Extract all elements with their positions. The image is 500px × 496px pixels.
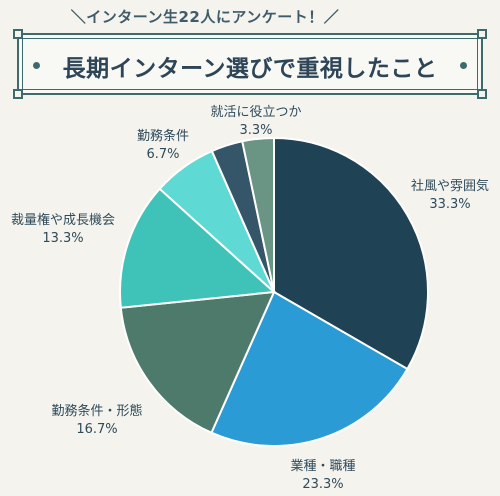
title-banner-inner-border bbox=[22, 38, 478, 90]
corner-ornament-top-left bbox=[13, 29, 23, 39]
slice-percent-label: 33.3% bbox=[429, 197, 470, 212]
slice-label: 就活に役立つか bbox=[210, 105, 301, 120]
survey-subtitle: ＼インターン生22人にアンケート！／ bbox=[70, 8, 340, 26]
slice-percent-label: 6.7% bbox=[146, 147, 179, 162]
slice-label: 裁量権や成長機会 bbox=[11, 212, 115, 228]
slice-percent-label: 3.3% bbox=[239, 123, 272, 138]
slice-label: 業種・職種 bbox=[290, 458, 355, 474]
pie-slice bbox=[241, 136, 275, 293]
pie-slice bbox=[210, 290, 409, 447]
slice-percent-label: 13.3% bbox=[42, 231, 83, 246]
slice-percent-label: 23.3% bbox=[302, 477, 343, 492]
title-banner: 長期インターン選びで重視したこと bbox=[13, 29, 487, 99]
slice-label: 社風や雰囲気 bbox=[411, 178, 489, 194]
slice-percent-label: 16.7% bbox=[76, 422, 117, 437]
slice-label: 勤務条件 bbox=[137, 128, 189, 144]
pie-slice bbox=[273, 136, 429, 371]
slice-label: 勤務条件・形態 bbox=[51, 403, 142, 419]
corner-ornament-bottom-left bbox=[13, 89, 23, 99]
corner-ornament-top-right bbox=[477, 29, 487, 39]
dot-ornament-right bbox=[460, 62, 467, 69]
corner-ornament-bottom-right bbox=[477, 89, 487, 99]
dot-ornament-left bbox=[33, 62, 40, 69]
pie-slice bbox=[119, 187, 277, 309]
page-title: 長期インターン選びで重視したこと bbox=[62, 56, 438, 82]
pie-slice bbox=[119, 290, 276, 435]
